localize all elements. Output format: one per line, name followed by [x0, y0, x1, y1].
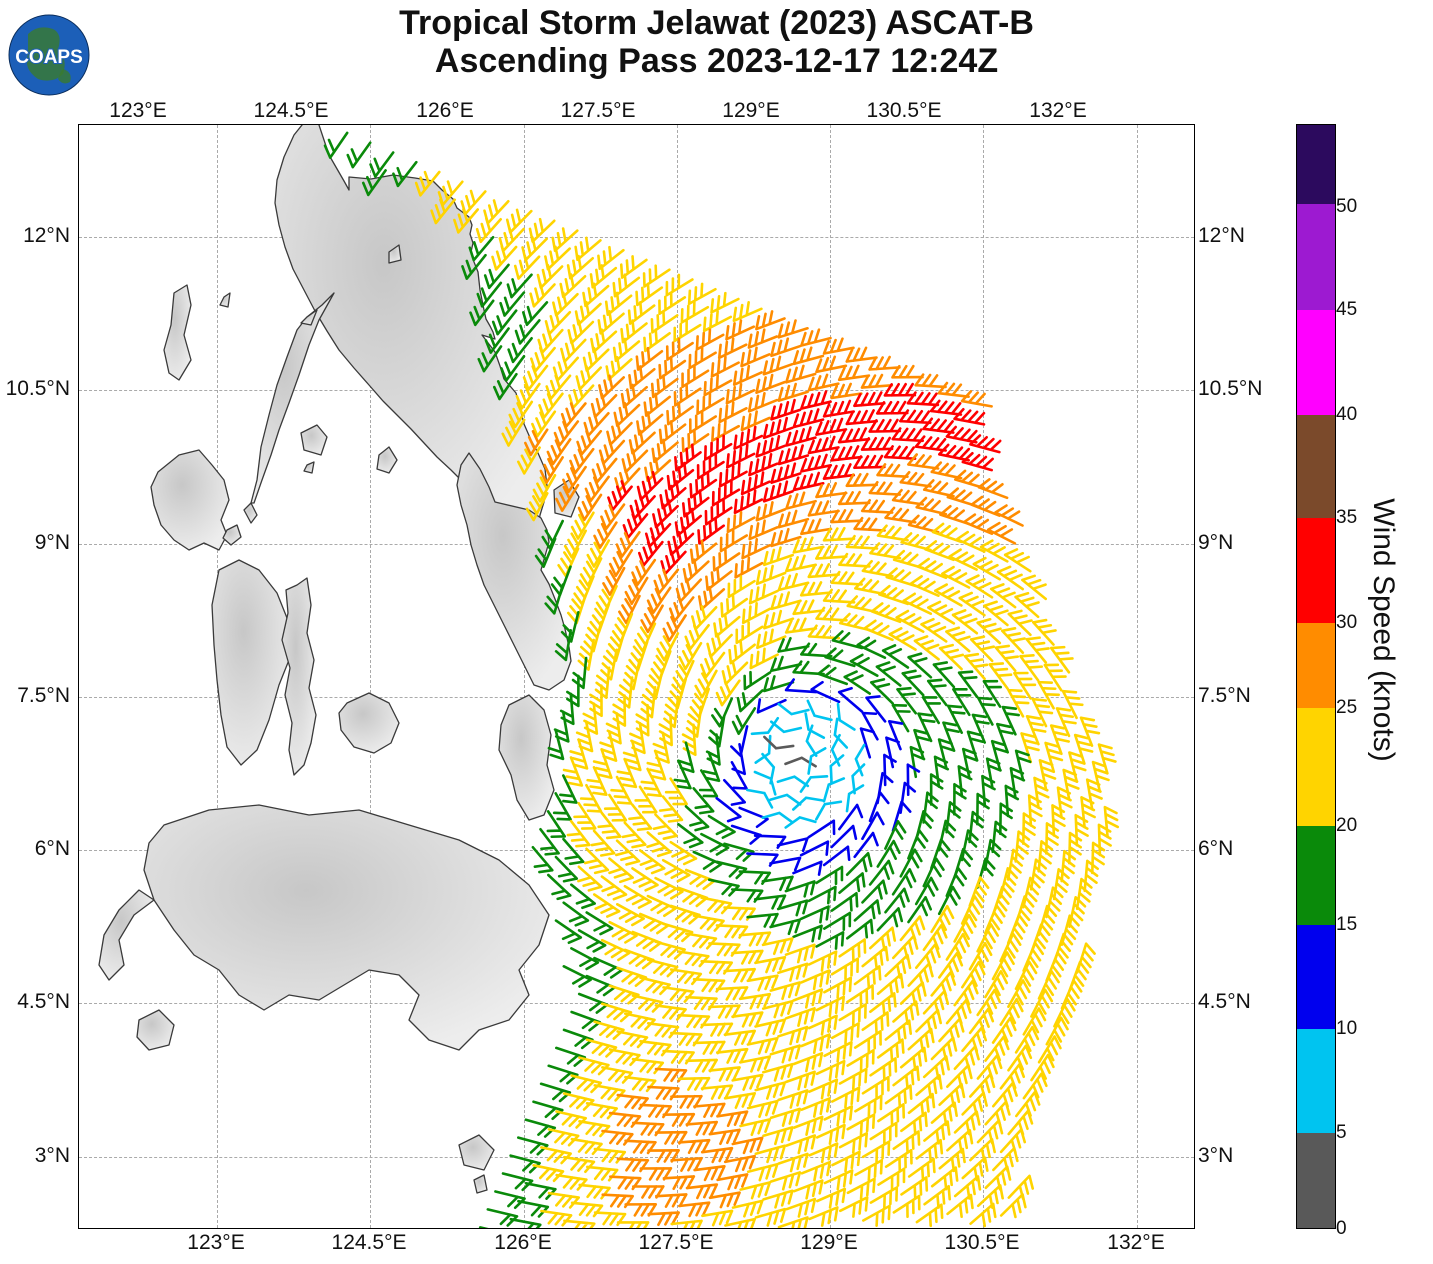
- svg-text:COAPS: COAPS: [15, 47, 83, 68]
